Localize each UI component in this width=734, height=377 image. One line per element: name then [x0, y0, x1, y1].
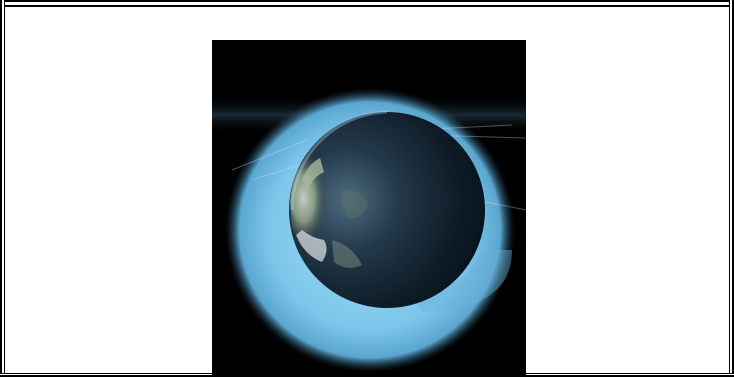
earth-illustration	[212, 40, 526, 375]
shadow-wedge	[412, 250, 512, 312]
planet-body	[289, 112, 485, 308]
land-masses	[290, 151, 368, 268]
frame-top-border	[0, 0, 734, 7]
frame-left-border	[0, 0, 5, 377]
earth-image	[212, 40, 526, 375]
rim-light	[290, 110, 388, 211]
frame-right-border	[729, 0, 734, 377]
